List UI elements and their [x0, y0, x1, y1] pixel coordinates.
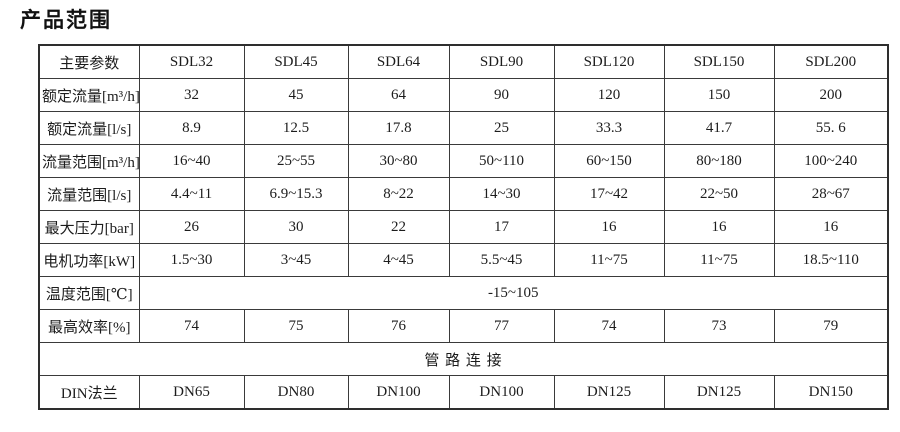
- value-cell: 60~150: [553, 144, 665, 178]
- value-cell: 5.5~45: [448, 243, 555, 277]
- value-cell: 28~67: [773, 177, 889, 211]
- product-range-table: 主要参数 SDL32 SDL45 SDL64 SDL90 SDL120 SDL150 SDL2…: [38, 44, 889, 410]
- value-cell: DN100: [448, 375, 555, 410]
- value-cell: DN100: [347, 375, 450, 410]
- value-cell: 74: [138, 309, 245, 343]
- pipe-connection-section-cell: 管 路 连 接: [38, 342, 889, 376]
- value-cell: 1.5~30: [138, 243, 245, 277]
- header-cell-model: SDL120: [553, 44, 665, 79]
- table-row: 流量范围[m³/h] 16~40 25~55 30~80 50~110 60~150 80~…: [38, 144, 889, 178]
- value-cell: 18.5~110: [773, 243, 889, 277]
- header-cell-model: SDL64: [347, 44, 450, 79]
- row-label-cell: 电机功率[kW]: [38, 243, 140, 277]
- table-row: 电机功率[kW] 1.5~30 3~45 4~45 5.5~45 11~75 11~75 18…: [38, 243, 889, 277]
- value-cell: 22: [347, 210, 450, 244]
- value-cell: 25~55: [243, 144, 349, 178]
- value-cell: 25: [448, 111, 555, 145]
- table-row: 额定流量[l/s] 8.9 12.5 17.8 25 33.3 41.7 55. 6: [38, 111, 889, 145]
- value-cell: 8~22: [347, 177, 450, 211]
- value-cell: 4~45: [347, 243, 450, 277]
- value-cell: 76: [347, 309, 450, 343]
- row-label-cell: 流量范围[m³/h]: [38, 144, 140, 178]
- row-label-cell: 流量范围[l/s]: [38, 177, 140, 211]
- table-row: 温度范围[℃] -15~105: [38, 276, 889, 310]
- value-cell: 55. 6: [773, 111, 889, 145]
- value-cell: 14~30: [448, 177, 555, 211]
- table-header: 主要参数 SDL32 SDL45 SDL64 SDL90 SDL120 SDL150 SDL2…: [38, 44, 889, 79]
- row-label-cell: DIN法兰: [38, 375, 140, 410]
- value-cell: 50~110: [448, 144, 555, 178]
- merged-value-cell: -15~105: [138, 276, 889, 310]
- value-cell: 75: [243, 309, 349, 343]
- value-cell: 100~240: [773, 144, 889, 178]
- header-row: 主要参数 SDL32 SDL45 SDL64 SDL90 SDL120 SDL150 SDL2…: [38, 44, 889, 79]
- value-cell: DN65: [138, 375, 245, 410]
- row-label-cell: 额定流量[m³/h]: [38, 78, 140, 112]
- value-cell: 16~40: [138, 144, 245, 178]
- row-label-cell: 温度范围[℃]: [38, 276, 140, 310]
- value-cell: 74: [553, 309, 665, 343]
- value-cell: 77: [448, 309, 555, 343]
- table-row: DIN法兰 DN65 DN80 DN100 DN100 DN125 DN125 DN150: [38, 375, 889, 410]
- value-cell: 17.8: [347, 111, 450, 145]
- value-cell: 80~180: [663, 144, 775, 178]
- header-cell-param: 主要参数: [38, 44, 140, 79]
- value-cell: 30: [243, 210, 349, 244]
- value-cell: 11~75: [553, 243, 665, 277]
- value-cell: 30~80: [347, 144, 450, 178]
- page-title: 产品范围: [20, 9, 112, 32]
- value-cell: 45: [243, 78, 349, 112]
- value-cell: 150: [663, 78, 775, 112]
- value-cell: 22~50: [663, 177, 775, 211]
- value-cell: 26: [138, 210, 245, 244]
- row-label-cell: 额定流量[l/s]: [38, 111, 140, 145]
- value-cell: DN80: [243, 375, 349, 410]
- value-cell: 79: [773, 309, 889, 343]
- header-cell-model: SDL150: [663, 44, 775, 79]
- header-cell-model: SDL45: [243, 44, 349, 79]
- value-cell: 73: [663, 309, 775, 343]
- value-cell: 3~45: [243, 243, 349, 277]
- value-cell: 16: [663, 210, 775, 244]
- table-row: 流量范围[l/s] 4.4~11 6.9~15.3 8~22 14~30 17~42 22~…: [38, 177, 889, 211]
- value-cell: 16: [773, 210, 889, 244]
- table-row: 最高效率[%] 74 75 76 77 74 73 79: [38, 309, 889, 343]
- value-cell: 6.9~15.3: [243, 177, 349, 211]
- value-cell: 90: [448, 78, 555, 112]
- value-cell: 11~75: [663, 243, 775, 277]
- table-row: 额定流量[m³/h] 32 45 64 90 120 150 200: [38, 78, 889, 112]
- table-body: 额定流量[m³/h] 32 45 64 90 120 150 200 额定流量[l/s] 8.9 1…: [38, 78, 889, 410]
- value-cell: DN125: [663, 375, 775, 410]
- value-cell: 33.3: [553, 111, 665, 145]
- header-cell-model: SDL90: [448, 44, 555, 79]
- value-cell: 41.7: [663, 111, 775, 145]
- value-cell: 16: [553, 210, 665, 244]
- value-cell: 120: [553, 78, 665, 112]
- header-cell-model: SDL32: [138, 44, 245, 79]
- row-label-cell: 最大压力[bar]: [38, 210, 140, 244]
- value-cell: 200: [773, 78, 889, 112]
- row-label-cell: 最高效率[%]: [38, 309, 140, 343]
- table-row: 最大压力[bar] 26 30 22 17 16 16 16: [38, 210, 889, 244]
- value-cell: 32: [138, 78, 245, 112]
- value-cell: 8.9: [138, 111, 245, 145]
- value-cell: DN150: [773, 375, 889, 410]
- value-cell: 64: [347, 78, 450, 112]
- value-cell: 4.4~11: [138, 177, 245, 211]
- header-cell-model: SDL200: [773, 44, 889, 79]
- value-cell: 17~42: [553, 177, 665, 211]
- value-cell: DN125: [553, 375, 665, 410]
- value-cell: 17: [448, 210, 555, 244]
- table-row: 管 路 连 接: [38, 342, 889, 376]
- value-cell: 12.5: [243, 111, 349, 145]
